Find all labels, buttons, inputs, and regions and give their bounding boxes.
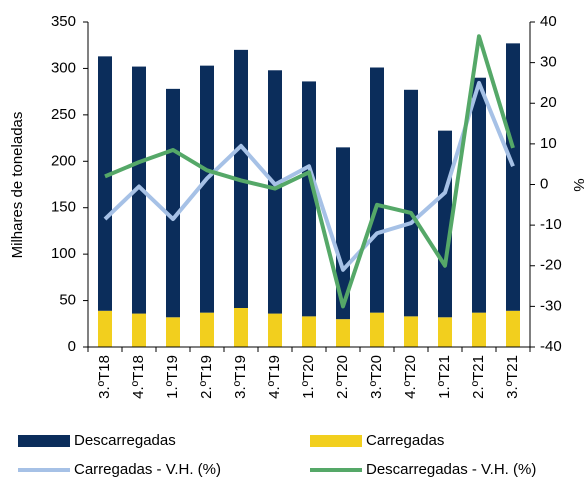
bar bbox=[132, 313, 146, 347]
y-axis-label: Milhares de toneladas bbox=[9, 112, 26, 259]
bar bbox=[166, 317, 180, 347]
x-tick-label: 2.ºT21 bbox=[470, 355, 487, 399]
bar bbox=[268, 313, 282, 347]
line-series bbox=[103, 80, 515, 272]
x-tick-label: 4.ºT18 bbox=[130, 355, 147, 399]
y-tick-label: 200 bbox=[51, 152, 76, 169]
bar bbox=[472, 77, 486, 313]
y-tick-label: 350 bbox=[51, 13, 76, 30]
y2-tick-label: 10 bbox=[540, 135, 557, 152]
line-series bbox=[104, 34, 515, 309]
y2-tick-label: -30 bbox=[540, 297, 562, 314]
bar bbox=[234, 308, 248, 347]
bar bbox=[200, 65, 214, 313]
legend-swatch bbox=[18, 435, 70, 447]
bar bbox=[404, 316, 418, 347]
bar bbox=[370, 312, 384, 347]
bar bbox=[438, 317, 452, 347]
x-tick-label: 3.ºT18 bbox=[96, 355, 113, 399]
bar bbox=[98, 310, 112, 347]
y2-tick-label: -40 bbox=[540, 338, 562, 355]
bar bbox=[370, 67, 384, 313]
legend-label: Descarregadas - V.H. (%) bbox=[366, 461, 536, 478]
bar bbox=[336, 147, 350, 320]
x-tick-label: 1.ºT20 bbox=[300, 355, 317, 399]
bar bbox=[200, 312, 214, 347]
bar bbox=[132, 66, 146, 314]
bar bbox=[506, 43, 520, 311]
x-tick-label: 2.ºT19 bbox=[198, 355, 215, 399]
x-tick-label: 3.ºT20 bbox=[368, 355, 385, 399]
y-tick-label: 50 bbox=[59, 292, 76, 309]
x-tick-label: 4.ºT20 bbox=[402, 355, 419, 399]
x-tick-label: 1.ºT19 bbox=[164, 355, 181, 399]
y2-tick-label: 40 bbox=[540, 13, 557, 30]
bar bbox=[336, 319, 350, 347]
bar bbox=[302, 81, 316, 317]
y-tick-label: 0 bbox=[68, 338, 76, 355]
x-tick-label: 3.ºT19 bbox=[232, 355, 249, 399]
x-tick-label: 4.ºT19 bbox=[266, 355, 283, 399]
legend-label: Descarregadas bbox=[74, 432, 176, 449]
bar bbox=[302, 316, 316, 347]
x-tick-label: 1.ºT21 bbox=[436, 355, 453, 399]
y-tick-label: 250 bbox=[51, 106, 76, 123]
y2-tick-label: -20 bbox=[540, 257, 562, 274]
bar bbox=[506, 310, 520, 347]
legend-swatch bbox=[310, 435, 362, 447]
bar bbox=[98, 56, 112, 311]
bar bbox=[166, 88, 180, 318]
y2-tick-label: 0 bbox=[540, 175, 548, 192]
y-tick-label: 100 bbox=[51, 245, 76, 262]
y-tick-label: 150 bbox=[51, 199, 76, 216]
legend-label: Carregadas - V.H. (%) bbox=[74, 461, 221, 478]
bar bbox=[404, 89, 418, 317]
bar bbox=[472, 312, 486, 347]
bar bbox=[268, 70, 282, 314]
y2-tick-label: 30 bbox=[540, 54, 557, 71]
legend-label: Carregadas bbox=[366, 432, 444, 449]
y-tick-label: 300 bbox=[51, 59, 76, 76]
x-tick-label: 3.ºT21 bbox=[504, 355, 521, 399]
y2-tick-label: 20 bbox=[540, 94, 557, 111]
x-tick-label: 2.ºT20 bbox=[334, 355, 351, 399]
y2-tick-label: -10 bbox=[540, 216, 562, 233]
y2-axis-label: % bbox=[570, 178, 587, 191]
